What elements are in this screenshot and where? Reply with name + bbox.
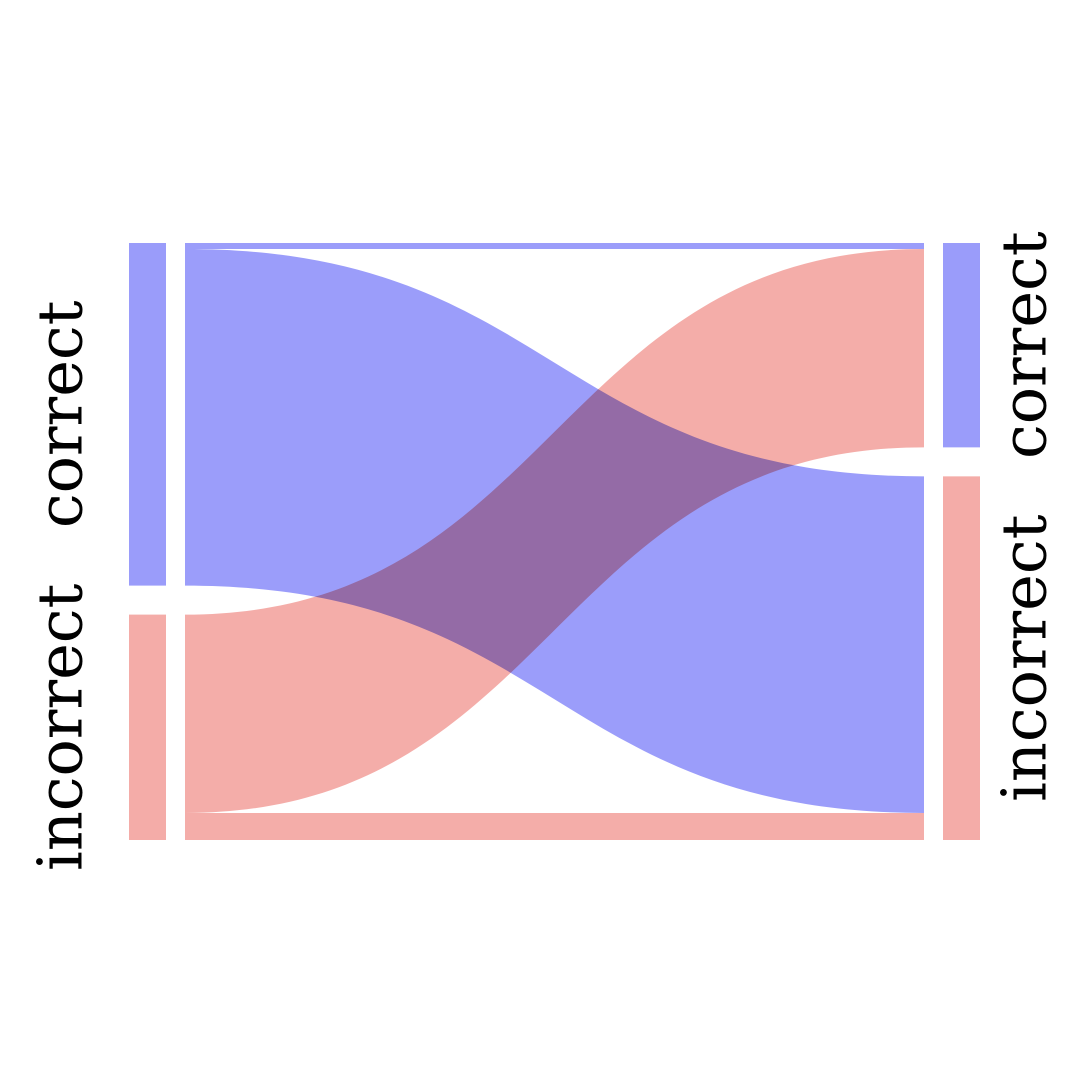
right-node-incorrect bbox=[943, 476, 980, 840]
left-node-correct bbox=[129, 243, 166, 586]
flow-incorrect-to-correct bbox=[185, 249, 924, 813]
left-node-incorrect bbox=[129, 614, 166, 840]
right-node-correct bbox=[943, 243, 980, 448]
left-label-correct: correct bbox=[24, 300, 97, 528]
flow-correct-to-correct bbox=[185, 243, 924, 250]
flow-incorrect-to-incorrect bbox=[185, 812, 924, 840]
flows-group bbox=[185, 243, 924, 840]
right-label-correct: correct bbox=[988, 231, 1061, 459]
right-label-incorrect: incorrect bbox=[988, 514, 1061, 802]
left-label-incorrect: incorrect bbox=[24, 584, 97, 872]
